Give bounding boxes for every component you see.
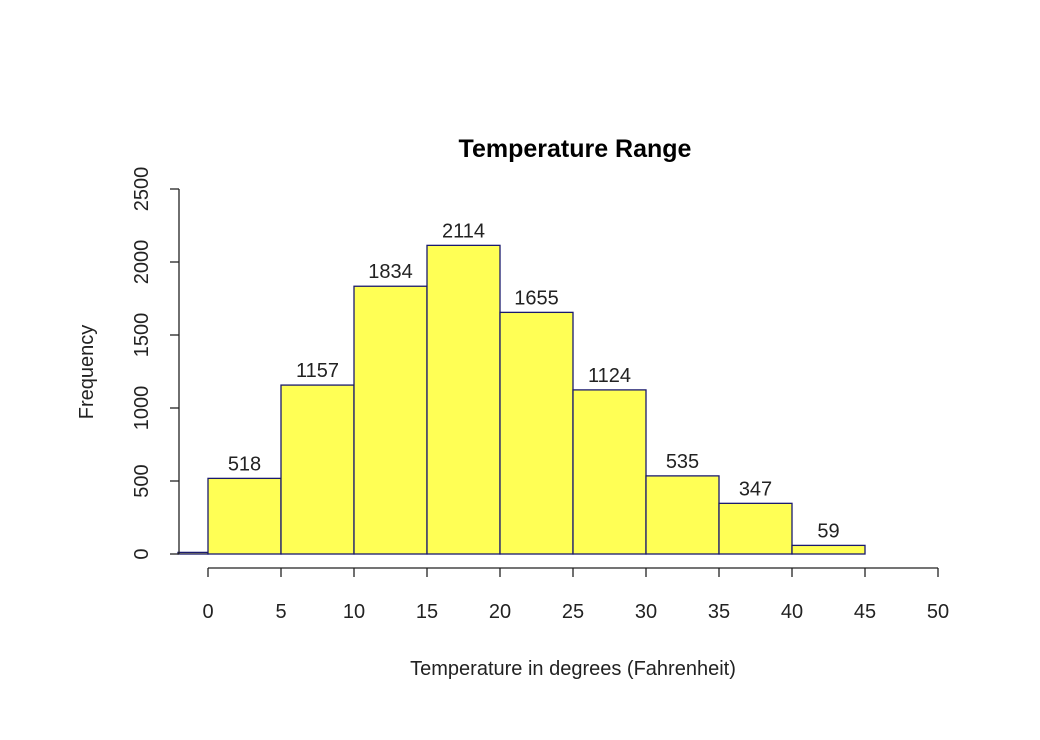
y-tick-label: 0 (131, 548, 153, 559)
histogram-bar (572, 389, 647, 555)
y-tick-label: 1500 (131, 313, 153, 358)
x-tick-label: 25 (562, 601, 584, 623)
x-tick-label: 45 (854, 601, 876, 623)
bar-value-label: 1157 (296, 360, 339, 382)
bar-value-label: 518 (228, 453, 261, 475)
bars-group: 518 1157 1834 2114 1655 1124 535 347 59 (177, 220, 866, 555)
histogram-bar (280, 384, 355, 555)
x-tick-label: 40 (781, 601, 803, 623)
histogram-bar (177, 551, 209, 555)
y-axis: 0 500 1000 1500 2000 2500 (131, 167, 180, 560)
histogram-bar (791, 544, 866, 555)
x-tick-label: 20 (489, 601, 511, 623)
y-tick-label: 2500 (131, 167, 153, 212)
histogram-bar (353, 285, 428, 555)
histogram-bar (645, 475, 720, 555)
x-tick-label: 30 (635, 601, 657, 623)
y-tick-label: 1000 (131, 386, 153, 431)
x-tick-label: 5 (275, 601, 286, 623)
y-tick-label: 500 (131, 464, 153, 497)
x-tick-label: 15 (416, 601, 438, 623)
bar-value-label: 347 (739, 478, 772, 500)
y-axis-label: Frequency (76, 325, 98, 420)
x-tick-label: 35 (708, 601, 730, 623)
histogram-bar (207, 477, 282, 555)
x-axis: 0 5 10 15 20 25 30 35 40 45 50 (202, 567, 949, 623)
bar-value-label: 2114 (442, 220, 485, 242)
x-tick-label: 50 (927, 601, 949, 623)
bar-value-label: 1834 (368, 261, 413, 283)
histogram-bar (718, 502, 793, 555)
x-tick-label: 10 (343, 601, 365, 623)
bar-value-label: 1124 (588, 365, 631, 387)
histogram-bar (499, 311, 574, 555)
bar-value-label: 59 (817, 520, 839, 542)
y-tick-label: 2000 (131, 240, 153, 285)
bar-value-label: 1655 (514, 287, 559, 309)
chart-title: Temperature Range (459, 135, 692, 163)
x-tick-label: 0 (202, 601, 213, 623)
histogram-bar (426, 244, 501, 555)
x-axis-label: Temperature in degrees (Fahrenheit) (410, 658, 736, 680)
bar-value-label: 535 (666, 451, 699, 473)
